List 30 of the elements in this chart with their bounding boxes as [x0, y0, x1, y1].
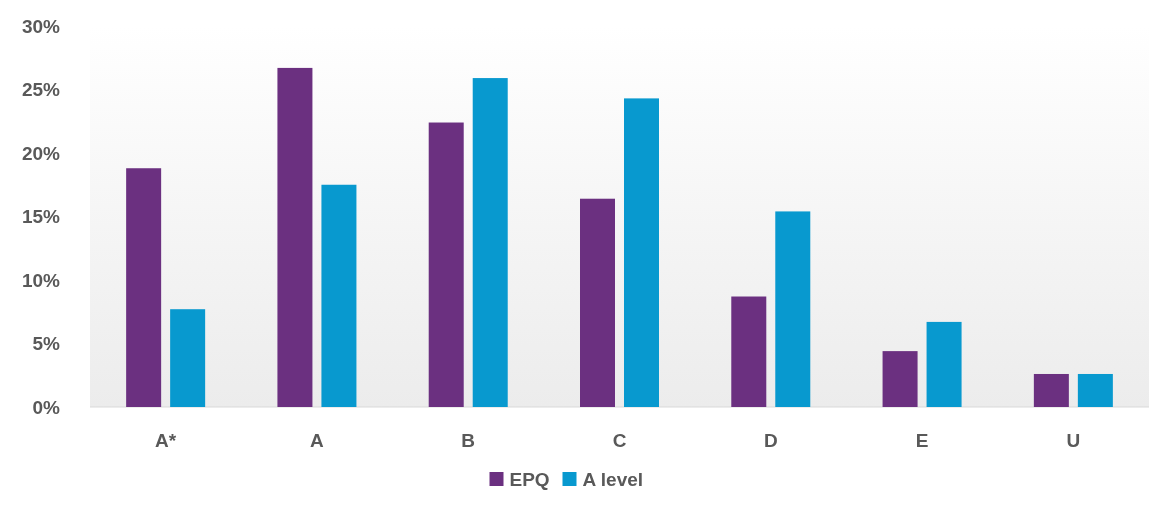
- legend-label: A level: [582, 468, 644, 490]
- x-tick-label: A: [310, 430, 325, 451]
- bar: [472, 78, 508, 407]
- x-tick-label: U: [1066, 430, 1081, 451]
- bar: [170, 309, 206, 407]
- bar: [1033, 373, 1069, 407]
- bar: [428, 122, 464, 407]
- x-tick-label: B: [461, 430, 476, 451]
- bar: [277, 67, 313, 407]
- legend-label: EPQ: [509, 468, 550, 490]
- x-tick-label: D: [763, 430, 778, 451]
- y-tick-label: 10%: [21, 269, 61, 291]
- y-tick-label: 15%: [21, 206, 61, 228]
- bar: [775, 211, 811, 407]
- y-tick-label: 0%: [32, 396, 61, 418]
- x-tick-label: A*: [155, 430, 177, 451]
- x-tick-label: E: [915, 430, 929, 451]
- y-tick-label: 5%: [32, 333, 61, 355]
- bar: [580, 198, 615, 407]
- bar: [321, 184, 357, 407]
- bar: [882, 351, 918, 407]
- y-tick-label: 25%: [21, 79, 61, 101]
- bar: [926, 321, 962, 407]
- y-tick-label: 20%: [21, 142, 61, 164]
- bar: [731, 296, 767, 407]
- bar: [1077, 373, 1113, 407]
- bar: [624, 98, 659, 407]
- x-tick-label: C: [612, 430, 627, 451]
- y-tick-label: 30%: [21, 15, 61, 37]
- bar: [126, 168, 162, 407]
